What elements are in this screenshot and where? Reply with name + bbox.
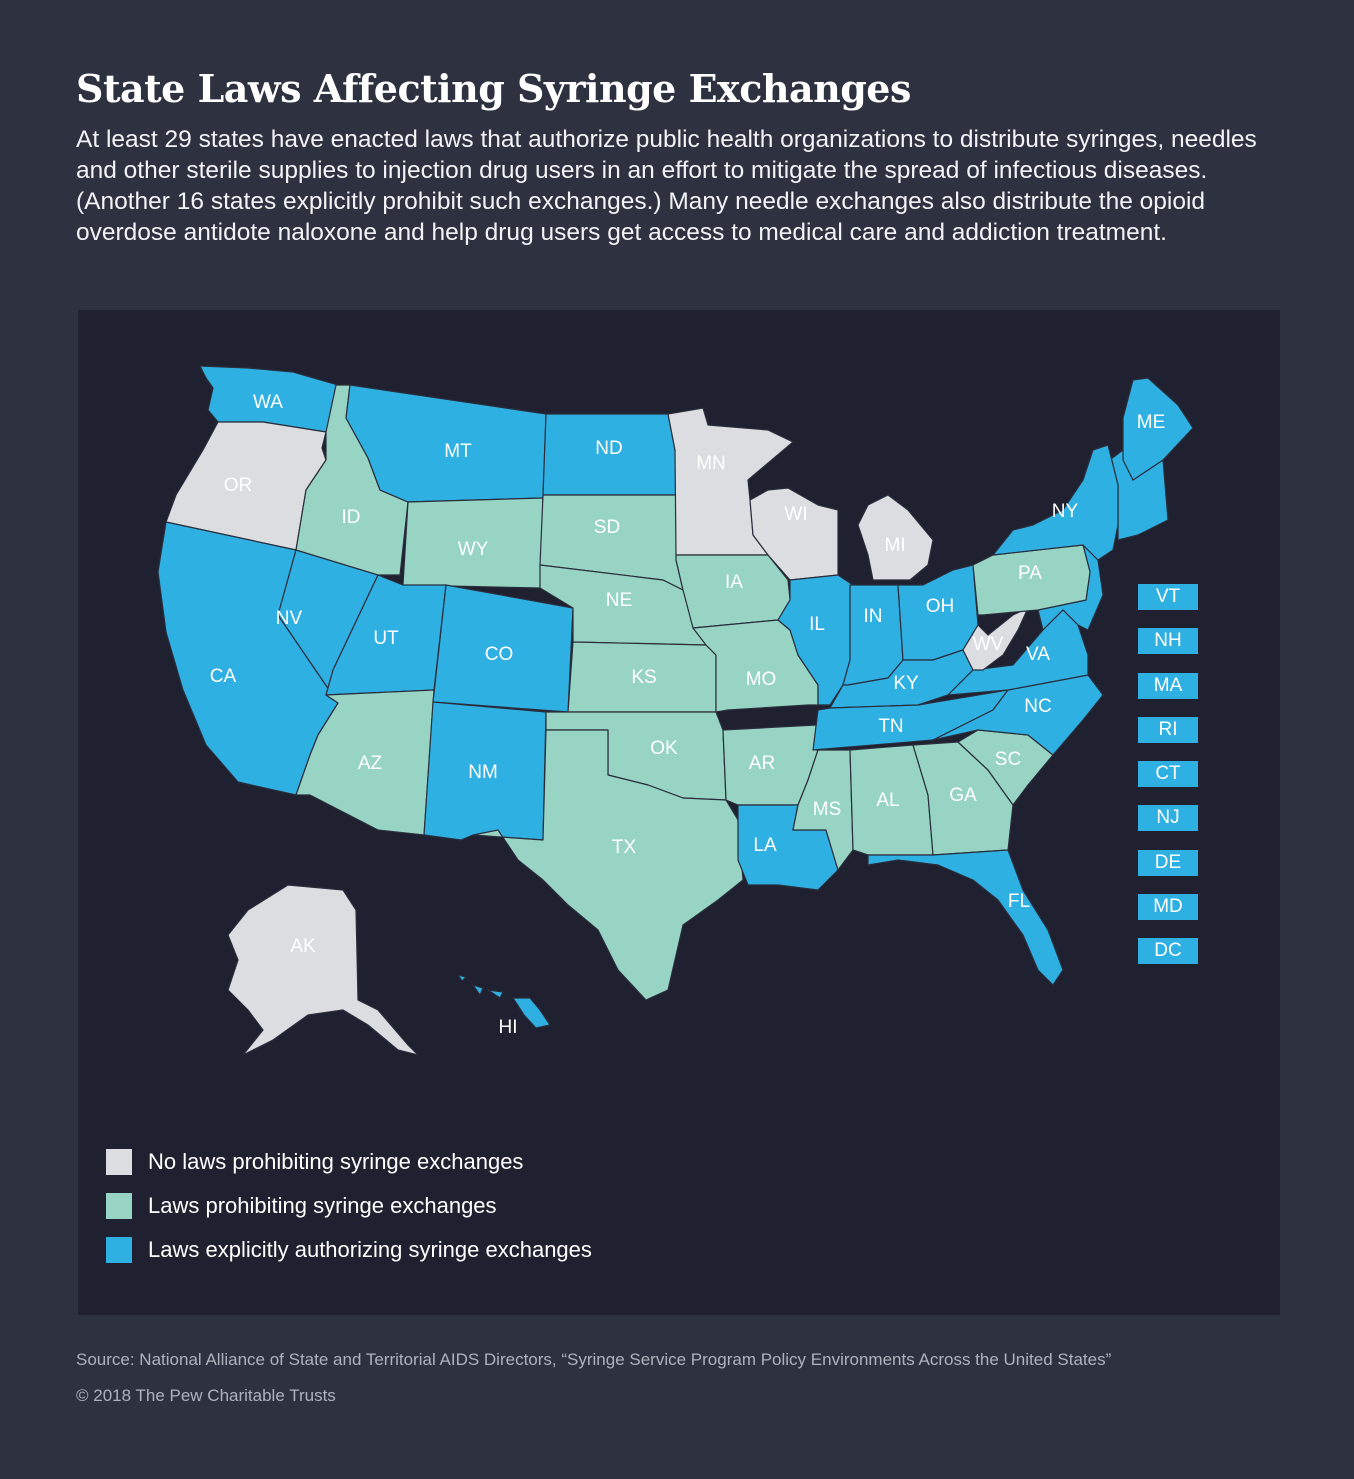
state-label-ar: AR	[749, 753, 775, 774]
state-label-in: IN	[864, 606, 883, 627]
state-label-ky: KY	[893, 673, 919, 694]
state-label-wy: WY	[458, 539, 489, 560]
legend-label: Laws prohibiting syringe exchanges	[148, 1193, 497, 1218]
small-state-dc[interactable]: DC	[1138, 938, 1198, 965]
state-label-ms: MS	[813, 799, 842, 820]
state-shape-va[interactable]	[947, 609, 1089, 696]
state-label-pa: PA	[1018, 563, 1042, 584]
state-label-fl: FL	[1008, 891, 1030, 912]
state-label-oh: OH	[926, 596, 955, 617]
state-label-nv: NV	[276, 608, 303, 629]
state-shape-wv[interactable]	[962, 607, 1029, 671]
small-states-list: VT NH MA RI CT NJ DE MD DC	[1138, 584, 1198, 983]
state-shape-wi[interactable]	[749, 487, 839, 581]
state-label-il: IL	[809, 614, 825, 635]
state-label-nd: ND	[595, 438, 622, 459]
legend: No laws prohibiting syringe exchanges Law…	[106, 1140, 592, 1272]
legend-swatch	[106, 1237, 132, 1263]
legend-swatch	[106, 1193, 132, 1219]
state-label-ks: KS	[631, 667, 656, 688]
state-label-va: VA	[1026, 644, 1050, 665]
state-shape-mn[interactable]	[667, 407, 794, 556]
state-label-tx: TX	[612, 837, 637, 858]
state-shape-fl[interactable]	[867, 849, 1064, 986]
state-label-ia: IA	[725, 572, 743, 593]
state-shape-mi[interactable]	[857, 494, 934, 581]
intro-paragraph: At least 29 states have enacted laws tha…	[76, 126, 1257, 246]
state-shape-ny[interactable]	[992, 444, 1119, 561]
small-state-md[interactable]: MD	[1138, 894, 1198, 921]
legend-item-none: No laws prohibiting syringe exchanges	[106, 1140, 592, 1184]
map-panel: WA OR CA NV ID MT WY UT AZ CO NM ND SD NE KS OK TX MN IA MO…	[78, 310, 1280, 1315]
state-label-me: ME	[1137, 412, 1166, 433]
state-shape-tx[interactable]	[472, 729, 744, 1001]
state-label-mn: MN	[696, 453, 726, 474]
small-state-vt[interactable]: VT	[1138, 584, 1198, 610]
legend-item-prohibit: Laws prohibiting syringe exchanges	[106, 1184, 592, 1228]
state-label-wa: WA	[253, 392, 283, 413]
legend-item-authorize: Laws explicitly authorizing syringe exch…	[106, 1228, 592, 1272]
source-note: Source: National Alliance of State and T…	[76, 1350, 1112, 1369]
state-label-mi: MI	[884, 535, 905, 556]
state-label-mo: MO	[746, 669, 777, 690]
state-label-co: CO	[485, 644, 514, 665]
state-label-or: OR	[224, 475, 253, 496]
state-label-ak: AK	[290, 936, 316, 957]
state-label-mt: MT	[444, 441, 472, 462]
small-state-ct[interactable]: CT	[1138, 761, 1198, 788]
state-label-ne: NE	[606, 590, 632, 611]
state-label-ny: NY	[1052, 501, 1079, 522]
small-state-nj[interactable]: NJ	[1138, 805, 1198, 832]
state-label-wv: WV	[973, 634, 1004, 655]
state-label-az: AZ	[358, 753, 383, 774]
legend-swatch	[106, 1149, 132, 1175]
state-label-ok: OK	[650, 738, 678, 759]
state-label-nc: NC	[1024, 696, 1051, 717]
state-label-tn: TN	[878, 716, 903, 737]
small-state-nh[interactable]: NH	[1138, 628, 1198, 655]
small-state-de[interactable]: DE	[1138, 849, 1198, 876]
small-state-ma[interactable]: MA	[1138, 672, 1198, 699]
state-label-nm: NM	[468, 762, 498, 783]
state-label-ca: CA	[210, 666, 237, 687]
state-label-id: ID	[342, 507, 361, 528]
state-label-sd: SD	[594, 517, 620, 538]
state-label-sc: SC	[995, 749, 1021, 770]
state-shape-hi[interactable]	[457, 974, 551, 1029]
page-title: State Laws Affecting Syringe Exchanges	[76, 66, 911, 111]
state-shape-me[interactable]	[1122, 377, 1194, 481]
state-label-wi: WI	[784, 504, 807, 525]
legend-label: No laws prohibiting syringe exchanges	[148, 1149, 524, 1174]
state-label-ga: GA	[949, 785, 977, 806]
state-label-ut: UT	[373, 628, 399, 649]
state-shape-ak[interactable]	[227, 884, 419, 1056]
state-label-al: AL	[876, 790, 899, 811]
state-label-la: LA	[753, 835, 777, 856]
us-map: WA OR CA NV ID MT WY UT AZ CO NM ND SD NE KS OK TX MN IA MO…	[157, 365, 1194, 1056]
legend-label: Laws explicitly authorizing syringe exch…	[148, 1237, 592, 1262]
state-label-hi: HI	[499, 1017, 518, 1038]
copyright-note: © 2018 The Pew Charitable Trusts	[76, 1386, 336, 1405]
small-state-ri[interactable]: RI	[1138, 716, 1198, 743]
